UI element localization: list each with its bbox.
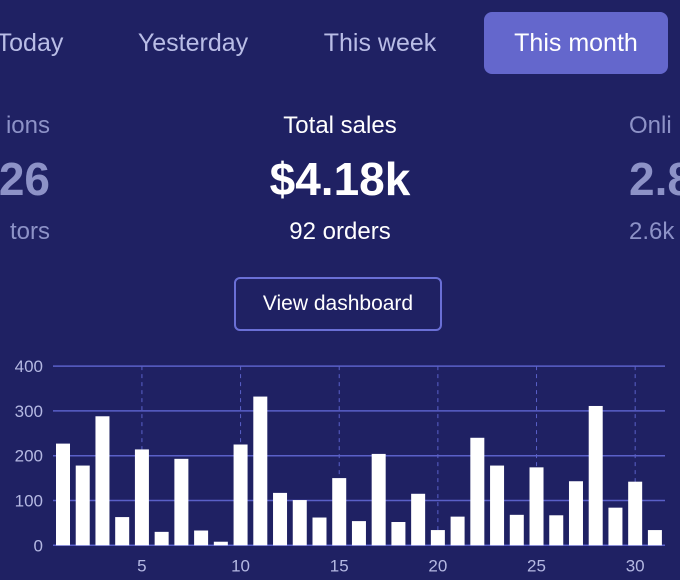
stat-total-sales[interactable]: Total sales $4.18k 92 orders [210, 112, 470, 246]
x-tick-label: 15 [330, 556, 349, 575]
stat-sessions[interactable]: ions 26 tors [0, 112, 50, 246]
bar-day-27 [568, 481, 583, 546]
bar-day-18 [391, 522, 406, 546]
x-tick-label: 20 [428, 556, 447, 575]
bar-day-16 [351, 521, 366, 546]
bar-day-12 [273, 492, 288, 546]
bar-day-9 [213, 541, 228, 546]
bar-day-2 [75, 465, 90, 546]
stat-value: $4.18k [269, 153, 411, 205]
x-tick-label: 25 [527, 556, 546, 575]
y-tick-label: 0 [34, 536, 43, 555]
bar-day-25 [529, 467, 544, 546]
x-tick-label: 5 [137, 556, 146, 575]
bar-day-19 [411, 493, 426, 546]
bar-day-26 [549, 515, 564, 546]
bar-day-4 [115, 517, 130, 546]
stat-value: 26 [0, 153, 50, 205]
stat-label: Onli [629, 112, 672, 139]
bar-day-23 [490, 465, 505, 546]
bar-day-21 [450, 516, 465, 546]
y-tick-label: 200 [15, 447, 43, 466]
x-tick-label: 10 [231, 556, 250, 575]
stat-sub: 2.6k [629, 218, 675, 245]
stat-online[interactable]: Onli 2.8 2.6k [629, 112, 680, 246]
bar-day-15 [332, 478, 347, 546]
y-tick-label: 100 [15, 492, 43, 511]
bar-day-1 [56, 443, 70, 546]
bar-day-7 [174, 458, 189, 546]
bar-day-28 [588, 405, 603, 546]
tab-yesterday[interactable]: Yesterday [137, 29, 249, 57]
y-tick-label: 400 [15, 357, 43, 376]
bar-day-31 [647, 530, 662, 546]
bar-day-20 [430, 530, 445, 546]
bar-day-11 [253, 396, 268, 546]
bar-day-6 [154, 531, 169, 546]
bar-day-30 [628, 481, 643, 546]
bar-day-17 [371, 453, 386, 546]
view-dashboard-button[interactable]: View dashboard [234, 277, 442, 331]
tab-this-week[interactable]: This week [323, 29, 437, 57]
bar-day-8 [194, 530, 209, 546]
x-tick-label: 30 [626, 556, 645, 575]
bar-day-13 [292, 500, 307, 546]
bar-day-29 [608, 507, 623, 546]
tab-this-month[interactable]: This month [484, 12, 668, 74]
bar-day-22 [470, 437, 485, 546]
bar-day-14 [312, 517, 327, 546]
stat-sub: 92 orders [289, 218, 391, 245]
bar-day-5 [134, 449, 149, 546]
bar-day-24 [509, 514, 524, 546]
stat-label: ions [5, 112, 50, 139]
stat-label: Total sales [283, 112, 397, 139]
bar-day-10 [233, 444, 248, 546]
tab-today[interactable]: Today [0, 29, 64, 57]
bar-day-3 [95, 416, 110, 546]
y-tick-label: 300 [15, 402, 43, 421]
stat-sub: tors [9, 218, 50, 245]
stat-value: 2.8 [629, 153, 680, 205]
